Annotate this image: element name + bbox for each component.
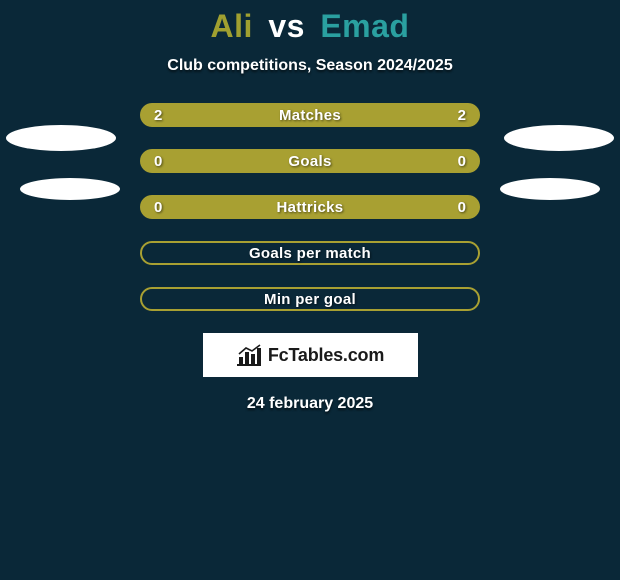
player1-name: Ali — [211, 8, 253, 44]
stat-right-value: 0 — [458, 153, 466, 170]
comparison-card: Ali vs Emad Club competitions, Season 20… — [0, 0, 620, 413]
stat-row-hattricks: 0 Hattricks 0 — [140, 195, 480, 219]
date: 24 february 2025 — [247, 395, 373, 413]
player1-marker-icon — [20, 178, 120, 200]
stat-row-matches: 2 Matches 2 — [140, 103, 480, 127]
vs-separator: vs — [268, 8, 305, 44]
player1-marker-icon — [6, 125, 116, 151]
stat-right-value: 2 — [458, 107, 466, 124]
stat-left-value: 2 — [154, 107, 162, 124]
stat-left-value: 0 — [154, 199, 162, 216]
player2-name: Emad — [320, 8, 409, 44]
subtitle: Club competitions, Season 2024/2025 — [167, 57, 452, 75]
bar-chart-icon — [236, 344, 262, 366]
stat-label: Hattricks — [277, 199, 344, 216]
page-title: Ali vs Emad — [211, 8, 410, 45]
stat-row-min-per-goal: Min per goal — [140, 287, 480, 311]
stat-label: Matches — [279, 107, 341, 124]
stat-row-goals: 0 Goals 0 — [140, 149, 480, 173]
stat-right-value: 0 — [458, 199, 466, 216]
stat-left-value: 0 — [154, 153, 162, 170]
stat-label: Goals per match — [249, 245, 371, 262]
stat-label: Min per goal — [264, 291, 356, 308]
player2-marker-icon — [504, 125, 614, 151]
logo-text: FcTables.com — [268, 345, 384, 366]
player2-marker-icon — [500, 178, 600, 200]
logo-box: FcTables.com — [203, 333, 418, 377]
stat-label: Goals — [288, 153, 331, 170]
stat-row-goals-per-match: Goals per match — [140, 241, 480, 265]
